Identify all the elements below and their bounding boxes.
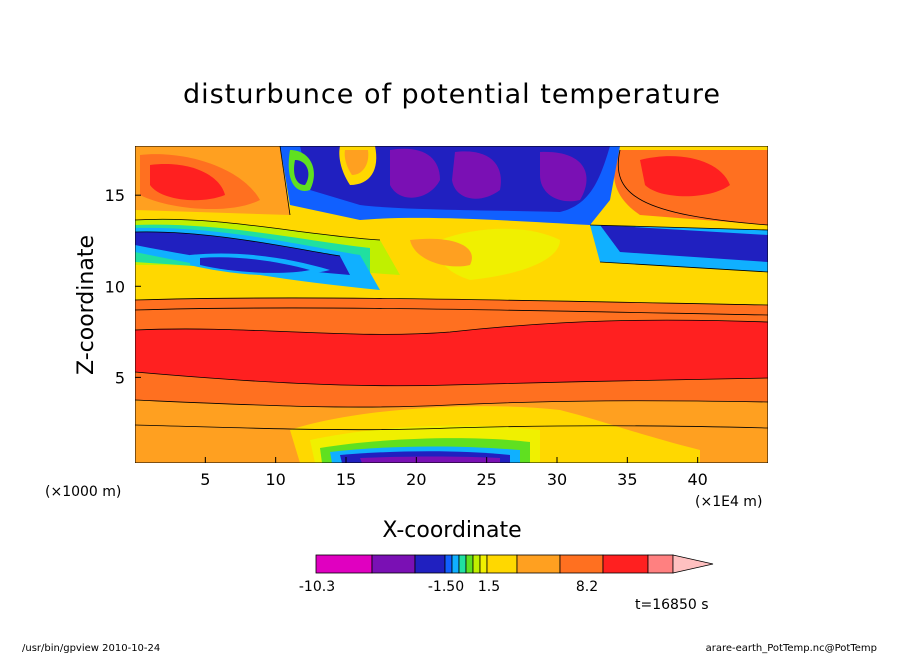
colorbar-swatch (315, 554, 373, 574)
x-tick-label: 30 (547, 470, 567, 489)
x-axis-ticks: 5 10 15 20 25 30 35 40 (200, 457, 708, 489)
colorbar-overflow-arrow (672, 554, 714, 574)
chart-title: disturbunce of potential temperature (183, 79, 721, 110)
colorbar-swatch (371, 554, 416, 574)
footer-left: /usr/bin/gpview 2010-10-24 (22, 643, 160, 654)
colorbar-swatch (465, 554, 474, 574)
x-tick-label: 40 (687, 470, 707, 489)
x-tick-label: 20 (406, 470, 426, 489)
colorbar-swatch (516, 554, 561, 574)
y-axis-ticks: 5 10 15 (105, 186, 141, 387)
colorbar-swatch (647, 554, 674, 574)
contour-field (135, 146, 768, 463)
colorbar-label-pos: 1.5 (478, 579, 500, 595)
x-axis-label: X-coordinate (382, 518, 521, 543)
colorbar-swatch (414, 554, 446, 574)
colorbar-label-neg: -1.50 (428, 579, 464, 595)
colorbar-swatch (444, 554, 453, 574)
colorbar-swatch (451, 554, 460, 574)
time-label: t=16850 s (635, 597, 709, 613)
x-unit-left: (×1000 m) (45, 484, 121, 500)
colorbar-swatch (458, 554, 467, 574)
colorbar-swatch (479, 554, 488, 574)
y-tick-label: 10 (105, 277, 125, 296)
colorbar-swatch (486, 554, 518, 574)
colorbar-swatch (602, 554, 649, 574)
y-tick-label: 5 (115, 368, 125, 387)
x-tick-label: 10 (265, 470, 285, 489)
x-tick-label: 25 (476, 470, 496, 489)
colorbar-label-max: 8.2 (576, 579, 598, 595)
colorbar-swatch (559, 554, 604, 574)
footer-right: arare-earth_PotTemp.nc@PotTemp (706, 643, 877, 654)
x-tick-label: 15 (336, 470, 356, 489)
colorbar-label-min: -10.3 (299, 579, 335, 595)
y-axis-label: Z-coordinate (74, 235, 99, 375)
y-tick-label: 15 (105, 186, 125, 205)
colorbar-swatch (472, 554, 481, 574)
x-tick-label: 5 (200, 470, 210, 489)
x-tick-label: 35 (617, 470, 637, 489)
x-unit-right: (×1E4 m) (695, 494, 762, 510)
colorbar (315, 554, 714, 574)
